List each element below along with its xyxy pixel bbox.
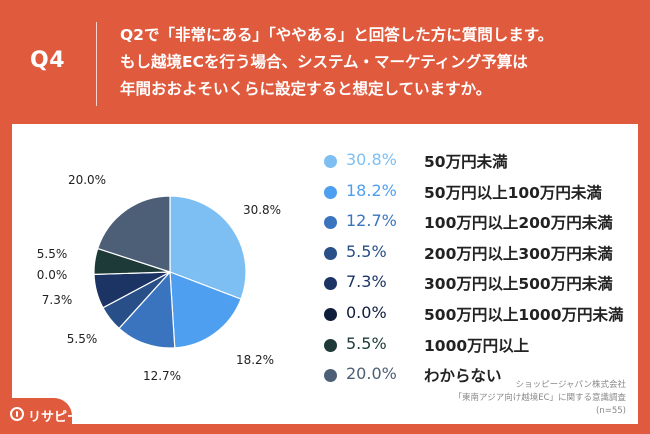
slice-data-label: 30.8%: [243, 203, 281, 217]
source-line: (n=55): [596, 406, 626, 416]
pie-slice: [169, 271, 242, 349]
legend-label: 50万円以上100万円未満: [424, 183, 602, 202]
question-header: Q4 Q2で「非常にある」「ややある」と回答した方に質問します。 もし越境ECを…: [0, 0, 650, 122]
legend-label: 300万円以上500万円未満: [424, 275, 613, 294]
legend-label: 500万円以上1000万円未満: [424, 305, 624, 324]
legend-swatch: [324, 369, 337, 383]
legend-swatch: [324, 307, 337, 321]
source-line: ショッピージャパン株式会社: [515, 380, 626, 390]
slice-data-label: 5.5%: [67, 332, 98, 346]
header-divider: [96, 22, 97, 106]
question-line: もし越境ECを行う場合、システム・マーケティング予算は: [120, 53, 528, 71]
legend-percent: 7.3%: [346, 272, 387, 292]
legend-swatch: [324, 185, 337, 199]
question-line: 年間おおよそいくらに設定すると想定していますか。: [120, 80, 492, 98]
logo-text: リサピー: [28, 410, 81, 425]
legend-label: 100万円以上200万円未満: [424, 214, 613, 233]
slice-data-label: 5.5%: [37, 247, 68, 261]
legend-swatch: [324, 246, 337, 260]
slice-data-label: 0.0%: [37, 268, 68, 282]
legend-label: 200万円以上300万円未満: [424, 244, 613, 263]
legend-label: 1000万円以上: [424, 336, 530, 355]
source-note: ショッピージャパン株式会社 「東南アジア向け越境EC」に関する意識調査 (n=5…: [454, 379, 626, 418]
pie-slice: [118, 270, 176, 349]
slice-data-label: 7.3%: [42, 293, 73, 307]
brand-logo: リサピー: [0, 398, 80, 434]
legend-label: わからない: [424, 367, 502, 386]
legend-percent: 18.2%: [346, 180, 397, 200]
question-line: Q2で「非常にある」「ややある」と回答した方に質問します。: [120, 26, 554, 44]
question-text: Q2で「非常にある」「ややある」と回答した方に質問します。 もし越境ECを行う場…: [120, 22, 640, 103]
legend-swatch: [324, 338, 337, 352]
pie-slice: [96, 195, 171, 273]
chart-panel: 30.8% 18.2% 12.7% 5.5% 7.3% 0.0% 5.5% 20.0% 30.…: [12, 124, 638, 424]
legend-swatch: [324, 216, 337, 230]
legend-percent: 0.0%: [346, 302, 387, 322]
legend-swatch: [324, 155, 337, 168]
legend-percent: 5.5%: [346, 241, 387, 261]
source-line: 「東南アジア向け越境EC」に関する意識調査: [453, 393, 626, 403]
slice-data-label: 12.7%: [143, 369, 181, 383]
logo-icon: [10, 407, 24, 421]
legend-percent: 5.5%: [346, 333, 387, 353]
pie-chart: 30.8% 18.2% 12.7% 5.5% 7.3% 0.0% 5.5% 20.0%: [37, 173, 281, 383]
slice-data-label: 20.0%: [68, 173, 106, 187]
legend-percent: 12.7%: [346, 211, 397, 231]
legend-percent: 30.8%: [346, 150, 397, 169]
question-number: Q4: [30, 48, 66, 73]
legend-percent: 20.0%: [346, 364, 397, 384]
pie-slice: [169, 195, 247, 300]
legend-swatch: [324, 277, 337, 291]
slice-data-label: 18.2%: [236, 353, 274, 367]
legend-label: 50万円未満: [424, 153, 508, 171]
